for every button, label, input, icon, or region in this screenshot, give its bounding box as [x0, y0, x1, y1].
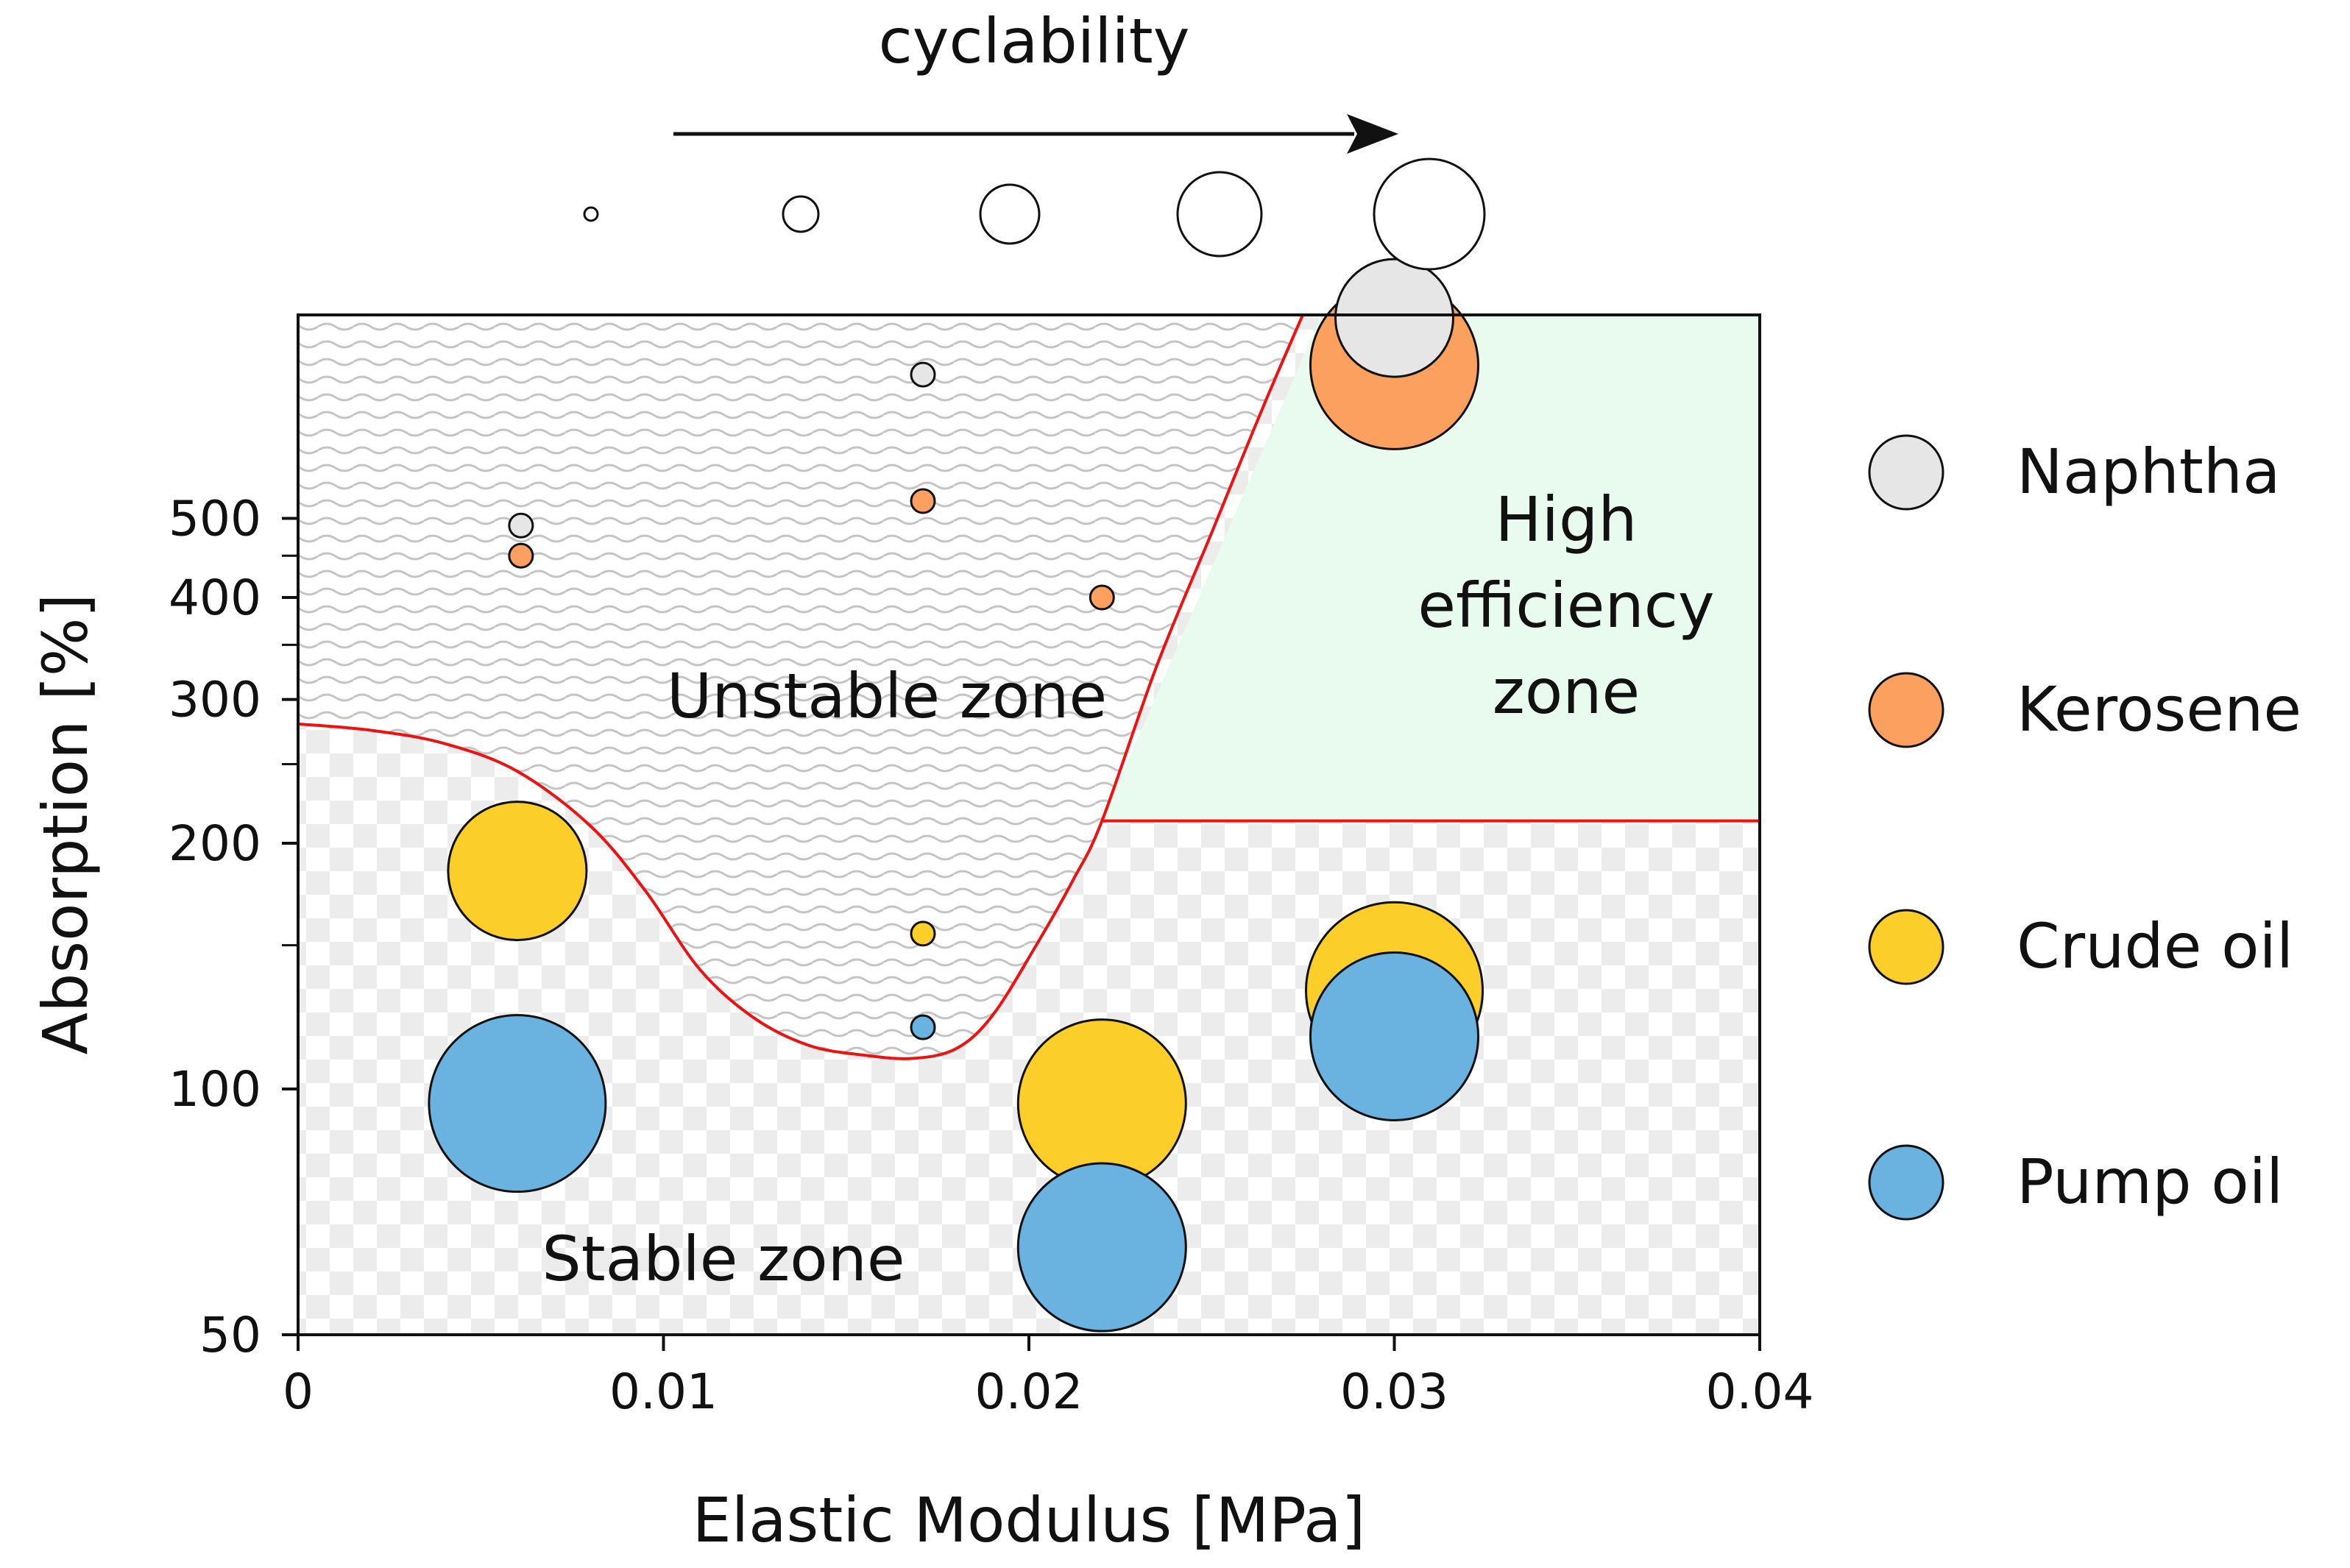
legend-label-naphtha: Naphtha: [2017, 436, 2281, 508]
legend-label-pump-oil: Pump oil: [2017, 1146, 2283, 1218]
y-tick-label: 50: [199, 1307, 261, 1363]
data-points: [428, 258, 1484, 1333]
point-kerosene-3: [1089, 584, 1115, 611]
point-naphtha-2: [910, 361, 936, 388]
point-pump-oil-2: [910, 1014, 936, 1040]
unstable-zone-label: Unstable zone: [667, 660, 1107, 732]
size-legend-circle-5: [1373, 157, 1486, 271]
size-legend-circle-4: [1176, 171, 1263, 258]
size-legend-circle-1: [583, 206, 599, 222]
series-legend: Naphtha Kerosene Crude oil Pump oil: [1868, 434, 2301, 1221]
point-crude-oil-2: [910, 920, 936, 947]
point-kerosene-2: [910, 488, 936, 514]
point-crude-oil-3: [1016, 1018, 1187, 1189]
legend-marker-pump-oil: [1868, 1144, 1944, 1221]
legend-label-kerosene: Kerosene: [2017, 673, 2301, 745]
high-efficiency-label-line3: zone: [1493, 656, 1640, 728]
legend-marker-naphtha: [1868, 434, 1944, 511]
stable-zone-label: Stable zone: [542, 1223, 905, 1295]
high-efficiency-label-line1: High: [1495, 483, 1637, 556]
y-tick-label: 100: [169, 1061, 261, 1118]
size-legend-circle-3: [979, 183, 1041, 245]
y-axis-ticks: 50 100 200 300 400 500: [169, 490, 298, 1363]
size-legend-circle-2: [782, 195, 820, 233]
high-efficiency-label-line2: efficiency: [1418, 570, 1714, 642]
point-kerosene-1: [508, 542, 534, 569]
point-crude-oil-1: [447, 801, 588, 942]
zone-boundary-curve: [298, 315, 1305, 1060]
legend-label-crude-oil: Crude oil: [2017, 910, 2293, 982]
x-axis-label: Elastic Modulus [MPa]: [693, 1484, 1366, 1556]
x-tick-label: 0: [283, 1363, 314, 1420]
cyclability-arrow-head: [1347, 114, 1398, 154]
point-pump-oil-1: [428, 1014, 607, 1193]
high-efficiency-zone-area: [1102, 315, 1760, 821]
y-tick-label: 300: [169, 672, 261, 728]
point-pump-oil-3: [1016, 1162, 1187, 1333]
unstable-zone-pattern: [298, 315, 1303, 1059]
y-tick-label: 500: [169, 490, 261, 547]
y-tick-label: 400: [169, 570, 261, 626]
legend-marker-crude-oil: [1868, 909, 1944, 985]
legend-marker-kerosene: [1868, 672, 1944, 748]
point-naphtha-3: [1334, 258, 1454, 378]
x-axis-ticks: 0 0.01 0.02 0.03 0.04: [283, 1335, 1813, 1420]
cyclability-label: cyclability: [879, 5, 1190, 77]
point-naphtha-1: [508, 512, 534, 539]
x-tick-label: 0.01: [609, 1363, 718, 1420]
y-tick-label: 200: [169, 815, 261, 872]
y-axis-label: Absorption [%]: [29, 594, 102, 1055]
x-tick-label: 0.04: [1706, 1363, 1814, 1420]
x-tick-label: 0.02: [975, 1363, 1083, 1420]
x-tick-label: 0.03: [1340, 1363, 1448, 1420]
size-legend: [583, 157, 1486, 271]
point-pump-oil-4: [1309, 951, 1479, 1121]
